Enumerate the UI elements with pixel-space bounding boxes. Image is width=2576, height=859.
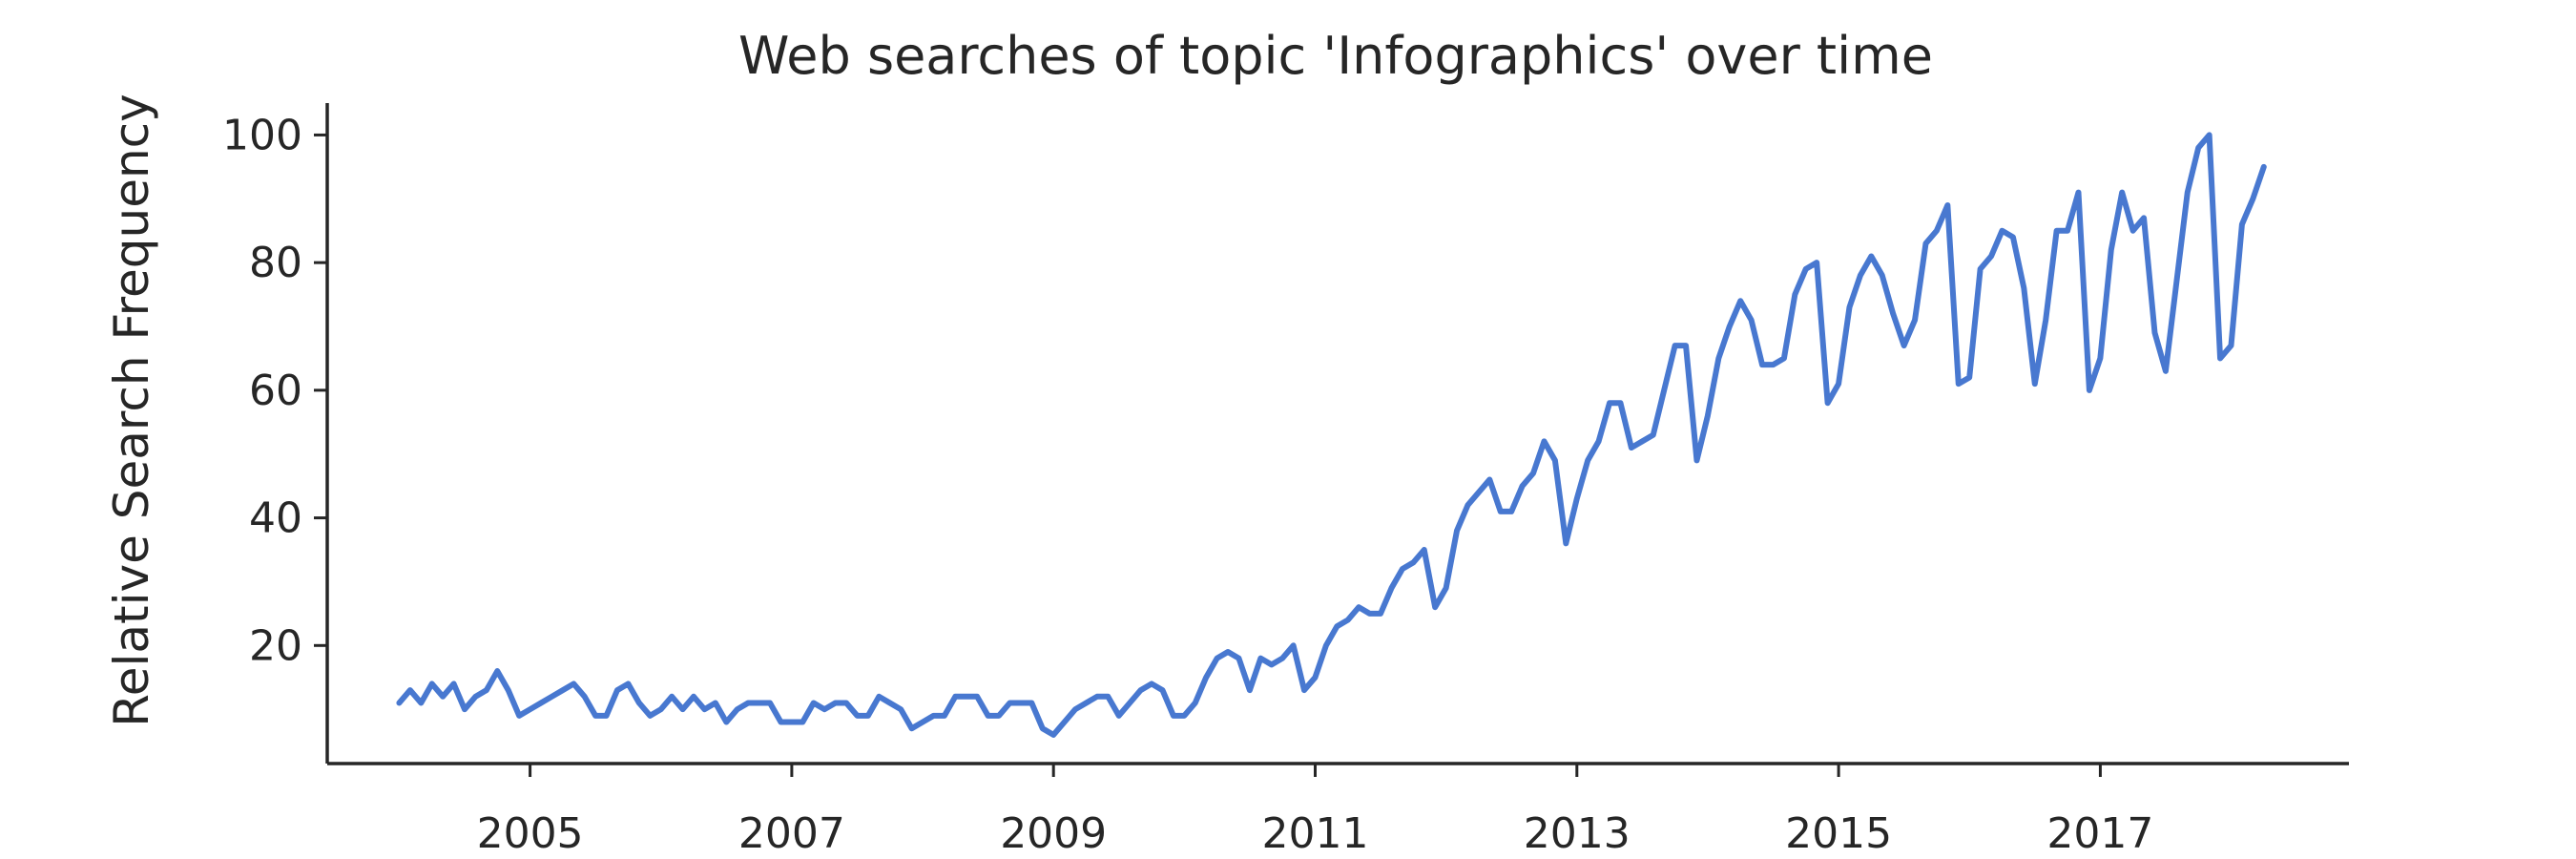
series-line-0: [396, 132, 2267, 738]
y-tick-label: 40: [249, 494, 302, 543]
x-tick-label: 2015: [1785, 809, 1892, 858]
y-axis-label: Relative Search Frequency: [104, 94, 159, 727]
y-axis: 20 40 60 80 100: [222, 103, 329, 764]
y-tick-label: 60: [249, 367, 302, 415]
x-tick-label: 2005: [477, 809, 584, 858]
x-tick-label: 2013: [1524, 809, 1631, 858]
x-tick-label: 2017: [2046, 809, 2153, 858]
plot-area: [396, 132, 2267, 738]
chart-title: Web searches of topic 'Infographics' ove…: [738, 26, 1933, 86]
x-tick-label: 2009: [1000, 809, 1107, 858]
y-tick-label: 20: [249, 621, 302, 670]
y-tick-label: 100: [222, 111, 302, 159]
y-tick-label: 80: [249, 239, 302, 287]
x-tick-label: 2007: [738, 809, 845, 858]
x-axis: 2005 2007 2009 2011 2013 2015 2017: [327, 762, 2349, 858]
x-tick-label: 2011: [1262, 809, 1369, 858]
